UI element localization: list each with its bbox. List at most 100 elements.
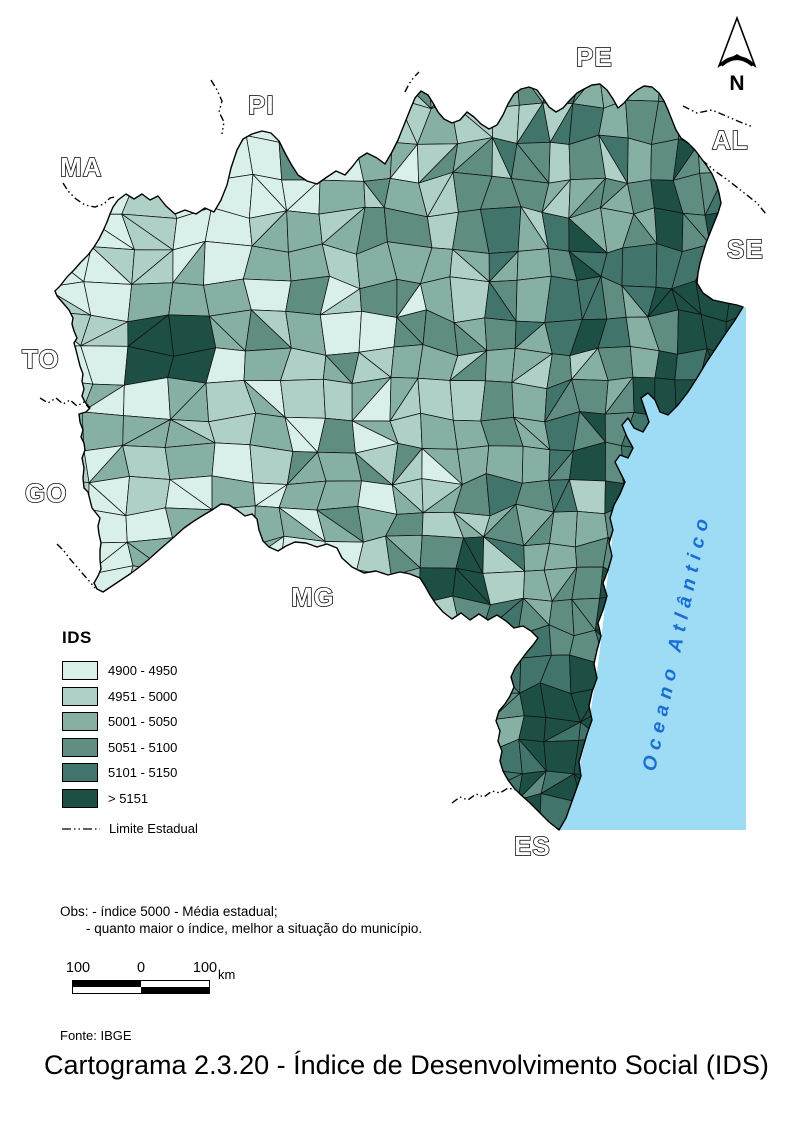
municipality-cell (242, 245, 292, 282)
municipality-cell (168, 282, 210, 317)
state-label-es: ES (514, 831, 551, 861)
legend-swatch (62, 661, 98, 680)
municipality-cell (543, 543, 578, 571)
municipality-cell (485, 347, 516, 383)
bahia-state-outline (54, 83, 744, 831)
municipality-cell (544, 275, 583, 323)
municipality-cell (521, 445, 551, 484)
legend-row: 4900 - 4950 (62, 661, 198, 680)
scale-bar-segment (73, 981, 141, 987)
municipality-cell (549, 511, 578, 548)
state-limit-dashline (682, 105, 754, 128)
legend-range-label: 5051 - 5100 (108, 739, 178, 755)
legend-range-label: > 5151 (108, 790, 149, 806)
municipality-cell (548, 141, 571, 184)
map-caption: Cartograma 2.3.20 - Índice de Desenvolvi… (44, 1050, 769, 1080)
municipality-cell (169, 536, 205, 574)
note-line-2: - quanto maior o índice, melhor a situaç… (86, 921, 423, 936)
legend-range-label: 5001 - 5050 (108, 714, 178, 729)
municipality-cell (358, 310, 398, 353)
legend-swatch (62, 712, 98, 731)
municipality-cell (627, 137, 652, 184)
legend-swatch (62, 788, 98, 808)
municipality-cell (515, 84, 544, 106)
municipality-cell (55, 281, 92, 316)
state-limit-dashline (404, 71, 420, 93)
state-label-pe: PE (576, 42, 613, 72)
legend-row: 5051 - 5100 (62, 737, 198, 757)
municipality-cell (278, 105, 316, 143)
municipality-cell (242, 278, 292, 312)
source-label: Fonte: IBGE (60, 1028, 132, 1043)
scale-bar-segment (141, 987, 209, 993)
legend-range-label: 4900 - 4950 (108, 663, 178, 678)
municipality-cell (654, 350, 678, 381)
state-limit-dashline (210, 79, 225, 135)
north-arrow-icon (717, 15, 757, 68)
municipality-cell (278, 110, 328, 143)
municipality-cell (516, 248, 552, 281)
state-label-go: GO (25, 478, 67, 508)
municipality-cell (123, 377, 171, 420)
municipality-cell (81, 509, 128, 544)
legend-line-row: Limite Estadual (62, 821, 198, 837)
municipality-cell (322, 378, 353, 422)
state-limit-dashline (451, 787, 517, 804)
municipality-cell (572, 84, 605, 109)
legend-line-label: Limite Estadual (109, 821, 198, 836)
municipality-cell (480, 380, 515, 422)
municipality-cell (517, 624, 552, 659)
state-label-se: SE (727, 234, 764, 264)
state-limit-dashline (701, 159, 767, 215)
municipality-cell (517, 793, 542, 830)
legend-row: 5001 - 5050 (62, 712, 198, 731)
municipality-cell (391, 84, 432, 110)
state-limit-dashline (62, 182, 116, 208)
state-label-to: TO (22, 344, 60, 374)
municipality-cell (165, 507, 213, 539)
municipality-cell (487, 657, 522, 694)
municipality-cell (621, 243, 658, 288)
municipality-cell (85, 565, 134, 604)
municipality-cell (164, 442, 216, 480)
municipality-cell (449, 276, 490, 324)
municipality-cell (319, 310, 362, 356)
state-label-mg: MG (291, 582, 335, 612)
notes: Obs: - índice 5000 - Média estadual; - q… (60, 903, 422, 937)
legend-row: > 5151 (62, 788, 198, 808)
state-limit-line-sample (62, 827, 100, 830)
legend-row: 4951 - 5000 (62, 686, 198, 706)
municipality-cell (543, 740, 580, 775)
legend-row: 5101 - 5150 (62, 763, 198, 782)
municipality-cell (280, 378, 326, 419)
map-legend: IDS 4900 - 4950 4951 - 5000 5001 - 5050 505… (62, 628, 198, 837)
legend-swatch (62, 737, 98, 757)
legend-title: IDS (62, 628, 92, 647)
municipality-cell (571, 566, 604, 600)
scale-unit-label: km (218, 967, 236, 982)
legend-swatch (62, 763, 98, 782)
municipality-cell (490, 692, 525, 721)
municipality-cell (484, 317, 517, 351)
municipality-cell (449, 380, 486, 422)
municipality-cell (492, 104, 520, 144)
municipality-cell (123, 572, 175, 608)
north-label: N (729, 72, 744, 95)
legend-range-label: 4951 - 5000 (108, 688, 178, 704)
legend-swatch (62, 686, 98, 706)
municipality-cell (629, 346, 660, 379)
municipality-cell (430, 84, 464, 110)
municipality-cell (492, 84, 520, 109)
municipality-cell (81, 411, 124, 452)
municipality-cell (122, 445, 171, 480)
municipality-cell (676, 103, 699, 146)
legend-range-label: 5101 - 5150 (108, 765, 178, 780)
municipality-cell (249, 444, 294, 485)
state-label-pi: PI (248, 90, 275, 120)
north-arrow-base (719, 56, 755, 67)
municipality-cell (511, 382, 548, 423)
scale-label-center: 0 (136, 960, 146, 976)
municipality-cell (278, 141, 328, 181)
